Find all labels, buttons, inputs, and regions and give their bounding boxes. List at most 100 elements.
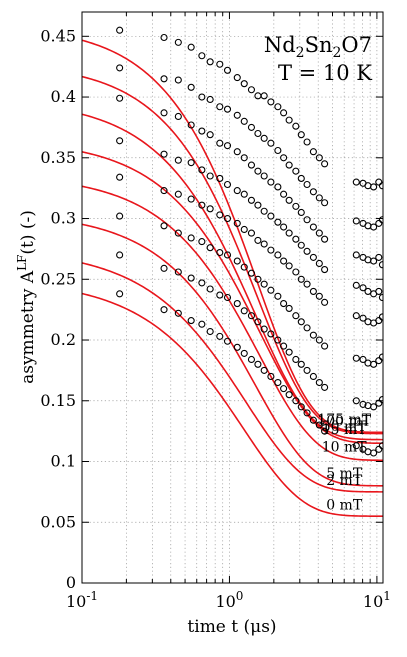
x-tick-label: 100 (215, 589, 243, 611)
data-point (116, 64, 124, 72)
data-point (359, 314, 367, 322)
data-point (321, 383, 329, 391)
data-point (321, 199, 329, 207)
data-point (303, 138, 311, 146)
data-point (198, 201, 206, 209)
data-point (206, 58, 214, 66)
data-point (187, 234, 195, 242)
data-point (315, 194, 323, 202)
series-label: 0 mT (326, 497, 363, 513)
data-point (285, 161, 293, 169)
y-tick-label: 0.35 (40, 148, 76, 167)
data-point (174, 309, 182, 317)
data-point (233, 74, 241, 82)
data-point (223, 105, 232, 113)
data-point (280, 300, 288, 308)
data-point (321, 298, 329, 306)
data-point (378, 261, 383, 269)
data-point (247, 312, 255, 320)
data-point (254, 201, 262, 209)
data-point (297, 208, 305, 217)
data-point (364, 359, 372, 367)
data-point (206, 327, 214, 336)
data-point (160, 306, 168, 314)
data-point (206, 205, 214, 213)
series-label: 5 mT (326, 466, 363, 482)
data-point (160, 187, 168, 195)
data-point (216, 211, 224, 219)
data-point (352, 442, 360, 450)
data-point (297, 174, 305, 182)
data-point (370, 183, 378, 191)
data-point (375, 253, 383, 261)
data-point (254, 318, 262, 326)
data-point (364, 182, 372, 190)
data-point (378, 293, 383, 302)
data-point (303, 180, 311, 189)
data-point (260, 240, 268, 248)
data-point (247, 269, 255, 277)
data-point (274, 146, 282, 155)
data-point (233, 300, 241, 308)
data-point (274, 103, 282, 111)
data-point (370, 223, 378, 231)
data-point (378, 313, 383, 321)
data-point (260, 325, 268, 333)
y-tick-label: 0.45 (40, 26, 76, 45)
data-point (233, 257, 241, 265)
data-point (364, 318, 372, 326)
data-point (292, 312, 300, 320)
data-point (198, 279, 206, 287)
data-point (160, 75, 168, 83)
data-point (216, 332, 224, 340)
data-point (174, 156, 182, 164)
data-point (267, 286, 275, 294)
data-point (260, 366, 268, 374)
data-point (267, 178, 275, 186)
data-point (315, 229, 323, 237)
data-point (160, 33, 168, 42)
data-point (297, 241, 305, 249)
fit-curves (82, 39, 383, 517)
data-point (285, 229, 293, 237)
data-point (174, 190, 182, 198)
data-point (160, 222, 168, 230)
data-point (285, 196, 293, 204)
data-point (116, 137, 124, 145)
data-point (274, 251, 282, 259)
y-tick-label: 0.2 (51, 330, 76, 349)
data-point (309, 287, 317, 295)
data-point (280, 257, 288, 265)
y-tick-label: 0.4 (51, 87, 76, 106)
data-point (321, 342, 329, 350)
plot-frame (81, 11, 384, 584)
y-tick-label: 0.3 (51, 209, 76, 228)
data-point (274, 292, 282, 300)
data-point (216, 249, 224, 257)
data-point (309, 372, 317, 381)
data-point (303, 247, 311, 255)
data-point (378, 182, 383, 190)
data-point (285, 304, 293, 312)
data-point (359, 400, 367, 408)
data-point (274, 183, 282, 191)
data-point (187, 83, 195, 91)
y-axis-title: asymmetry ALF(t) (-) (15, 210, 38, 384)
data-point (370, 403, 378, 411)
data-point (260, 280, 268, 288)
data-point (280, 385, 288, 393)
data-point (254, 129, 262, 138)
data-point (321, 235, 329, 243)
data-point (292, 122, 300, 130)
data-point (223, 251, 232, 259)
data-point (240, 80, 248, 88)
data-point (187, 274, 195, 282)
data-point (285, 348, 293, 356)
data-point (206, 244, 214, 252)
data-point (274, 218, 282, 226)
data-point (216, 174, 224, 182)
data-point (174, 38, 182, 46)
data-point (292, 202, 300, 210)
data-point (247, 229, 255, 237)
data-point (116, 26, 124, 34)
